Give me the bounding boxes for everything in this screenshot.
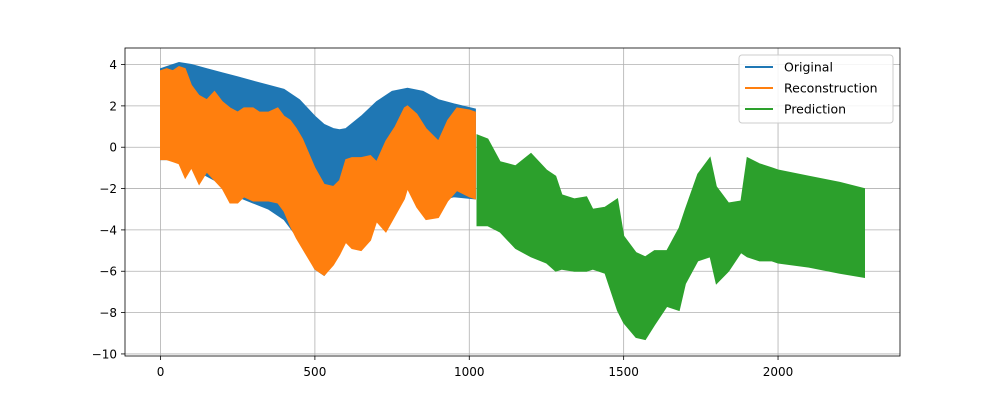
series-reconstruction-area xyxy=(160,66,476,277)
x-tick-label: 1000 xyxy=(454,365,485,379)
axis-ticks: 0 500 1000 1500 2000 4 2 0 −2 −4 −6 −8 −10 xyxy=(92,58,794,379)
legend-label-reconstruction: Reconstruction xyxy=(784,81,878,96)
x-tick-label: 1500 xyxy=(608,365,639,379)
y-tick-label: −6 xyxy=(99,265,117,279)
x-tick-label: 0 xyxy=(157,365,165,379)
x-tick-label: 500 xyxy=(303,365,326,379)
y-tick-label: −4 xyxy=(99,223,117,237)
y-tick-label: 2 xyxy=(109,99,117,113)
legend: Original Reconstruction Prediction xyxy=(738,54,894,124)
y-tick-label: −8 xyxy=(99,306,117,320)
y-tick-label: −10 xyxy=(92,347,117,361)
y-tick-label: 4 xyxy=(109,58,117,72)
series-areas xyxy=(160,61,865,341)
legend-box xyxy=(738,54,894,124)
y-tick-label: 0 xyxy=(109,141,117,155)
legend-label-prediction: Prediction xyxy=(784,102,846,117)
legend-label-original: Original xyxy=(784,60,833,75)
x-tick-label: 2000 xyxy=(763,365,794,379)
y-tick-label: −2 xyxy=(99,182,117,196)
series-prediction-area xyxy=(476,134,865,341)
plot-frame xyxy=(124,47,901,357)
